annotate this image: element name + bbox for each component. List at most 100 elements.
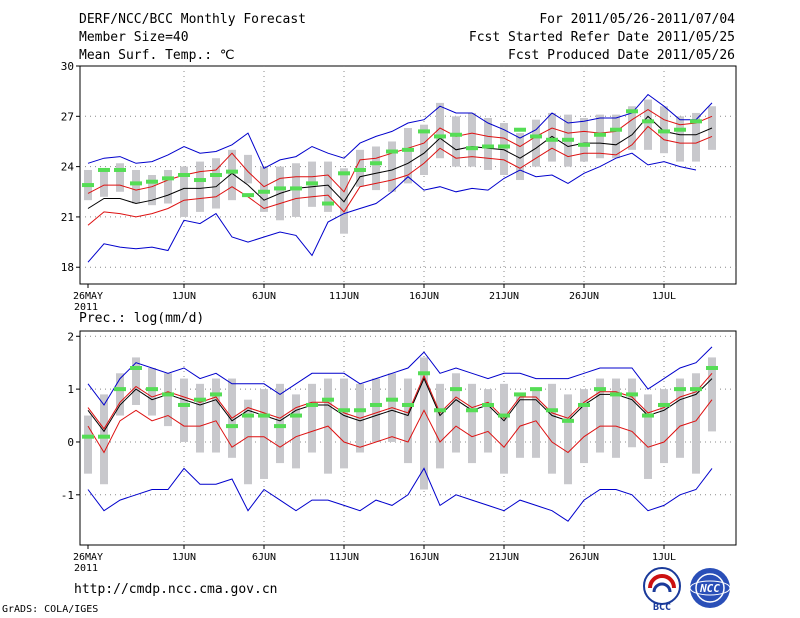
precipitation-spread-box xyxy=(308,383,316,453)
ncc-logo-text: NCC xyxy=(699,582,720,595)
precipitation-xtick-label: 26JUN xyxy=(569,552,599,563)
precipitation-spread-box xyxy=(180,378,188,442)
precipitation-xtick-label: 6JUN xyxy=(252,552,276,563)
temperature-median-mark xyxy=(322,201,334,206)
temperature-median-mark xyxy=(146,179,158,184)
temperature-median-mark xyxy=(626,109,638,114)
ncc-logo: NCC xyxy=(689,568,731,608)
temperature-median-mark xyxy=(370,161,382,166)
temperature-spread-box xyxy=(164,169,172,204)
precipitation-median-mark xyxy=(530,387,542,392)
temperature-xtick-label: 26MAY xyxy=(73,291,103,302)
variable-label: Mean Surf. Temp.: ℃ xyxy=(79,48,235,63)
precipitation-median-mark xyxy=(482,402,494,407)
temperature-median-mark xyxy=(546,137,558,142)
temperature-ytick-label: 24 xyxy=(61,161,75,174)
precipitation-spread-box xyxy=(404,378,412,464)
temperature-spread-box xyxy=(132,169,140,204)
temperature-median-mark xyxy=(162,176,174,181)
precipitation-median-mark xyxy=(466,408,478,413)
precipitation-spread-box xyxy=(84,415,92,474)
precipitation-mean-line xyxy=(87,377,713,433)
temperature-spread-box xyxy=(484,117,492,170)
temperature-median-mark xyxy=(258,189,270,194)
precipitation-median-mark xyxy=(610,392,622,397)
precipitation-median-mark xyxy=(306,402,318,407)
temperature-spread-box xyxy=(500,123,508,175)
precipitation-median-mark xyxy=(210,392,222,397)
temperature-spread-box xyxy=(644,99,652,150)
precipitation-lower-line xyxy=(87,399,713,454)
forecast-period: For 2011/05/26-2011/07/04 xyxy=(539,12,735,27)
temperature-max-line xyxy=(87,93,713,169)
temperature-median-mark xyxy=(418,129,430,134)
member-size-label: Member Size=40 xyxy=(79,30,189,45)
temperature-spread-box xyxy=(116,163,124,192)
temperature-spread-box xyxy=(196,161,204,212)
temperature-median-mark xyxy=(306,181,318,186)
temperature-median-mark xyxy=(658,129,670,134)
precipitation-ytick-label: 0 xyxy=(67,436,74,449)
precipitation-median-mark xyxy=(130,365,142,370)
temperature-upper-line xyxy=(87,109,713,194)
temperature-ytick-label: 27 xyxy=(61,110,74,123)
refer-date: Fcst Started Refer Date 2011/05/25 xyxy=(468,30,735,45)
temperature-lower-line xyxy=(87,125,713,226)
precipitation-median-mark xyxy=(706,365,718,370)
precipitation-spread-box xyxy=(564,394,572,485)
temperature-median-mark xyxy=(482,144,494,149)
precipitation-median-mark xyxy=(450,387,462,392)
precipitation-xtick-label: 21JUN xyxy=(489,552,519,563)
temperature-spread-box xyxy=(676,116,684,162)
temperature-xtick-label: 16JUN xyxy=(409,291,439,302)
source-url[interactable]: http://cmdp.ncc.cma.gov.cn xyxy=(74,582,278,597)
precipitation-ytick-label: 2 xyxy=(67,330,74,343)
temperature-spread-box xyxy=(612,114,620,159)
precipitation-median-mark xyxy=(578,402,590,407)
precipitation-upper-line xyxy=(87,372,713,430)
temperature-xtick-label: 1JUN xyxy=(172,291,196,302)
precipitation-xtick-label: 26MAY xyxy=(73,552,103,563)
temperature-median-mark xyxy=(274,186,286,191)
precipitation-median-mark xyxy=(418,371,430,376)
precipitation-spread-box xyxy=(580,389,588,464)
temperature-ytick-label: 18 xyxy=(61,261,74,274)
temperature-xtick-label: 6JUN xyxy=(252,291,276,302)
temperature-spread-box xyxy=(516,133,524,181)
precipitation-spread-box xyxy=(436,383,444,469)
temperature-median-mark xyxy=(98,167,110,172)
precipitation-ytick-label: 1 xyxy=(67,383,74,396)
precipitation-spread-box xyxy=(340,378,348,469)
precipitation-spread-box xyxy=(548,383,556,474)
precipitation-spread-box xyxy=(644,394,652,479)
precipitation-median-mark xyxy=(98,434,110,439)
temperature-median-mark xyxy=(642,119,654,124)
precipitation-median-mark xyxy=(626,392,638,397)
temperature-median-mark xyxy=(434,134,446,139)
precipitation-xtick-label: 1JUL xyxy=(652,552,676,563)
temperature-spread-box xyxy=(436,102,444,159)
temperature-median-mark xyxy=(674,127,686,132)
precipitation-median-mark xyxy=(402,402,414,407)
precipitation-spread-box xyxy=(148,367,156,416)
precipitation-median-mark xyxy=(370,402,382,407)
temperature-spread-box xyxy=(404,128,412,184)
precipitation-median-mark xyxy=(562,418,574,423)
temperature-spread-box xyxy=(212,158,220,209)
temperature-spread-box xyxy=(324,161,332,212)
temperature-spread-box xyxy=(452,116,460,167)
temperature-median-mark xyxy=(386,149,398,154)
precipitation-xtick-label: 11JUN xyxy=(329,552,359,563)
precipitation-median-mark xyxy=(290,413,302,418)
precipitation-median-mark xyxy=(658,402,670,407)
precipitation-spread-box xyxy=(116,373,124,416)
precipitation-median-mark xyxy=(82,434,94,439)
precipitation-spread-box xyxy=(164,373,172,427)
precipitation-median-mark xyxy=(354,408,366,413)
precipitation-median-mark xyxy=(642,413,654,418)
temperature-median-mark xyxy=(226,169,238,174)
temperature-ytick-label: 30 xyxy=(61,60,74,73)
precipitation-spread-box xyxy=(292,394,300,469)
precipitation-min-line xyxy=(87,467,713,522)
